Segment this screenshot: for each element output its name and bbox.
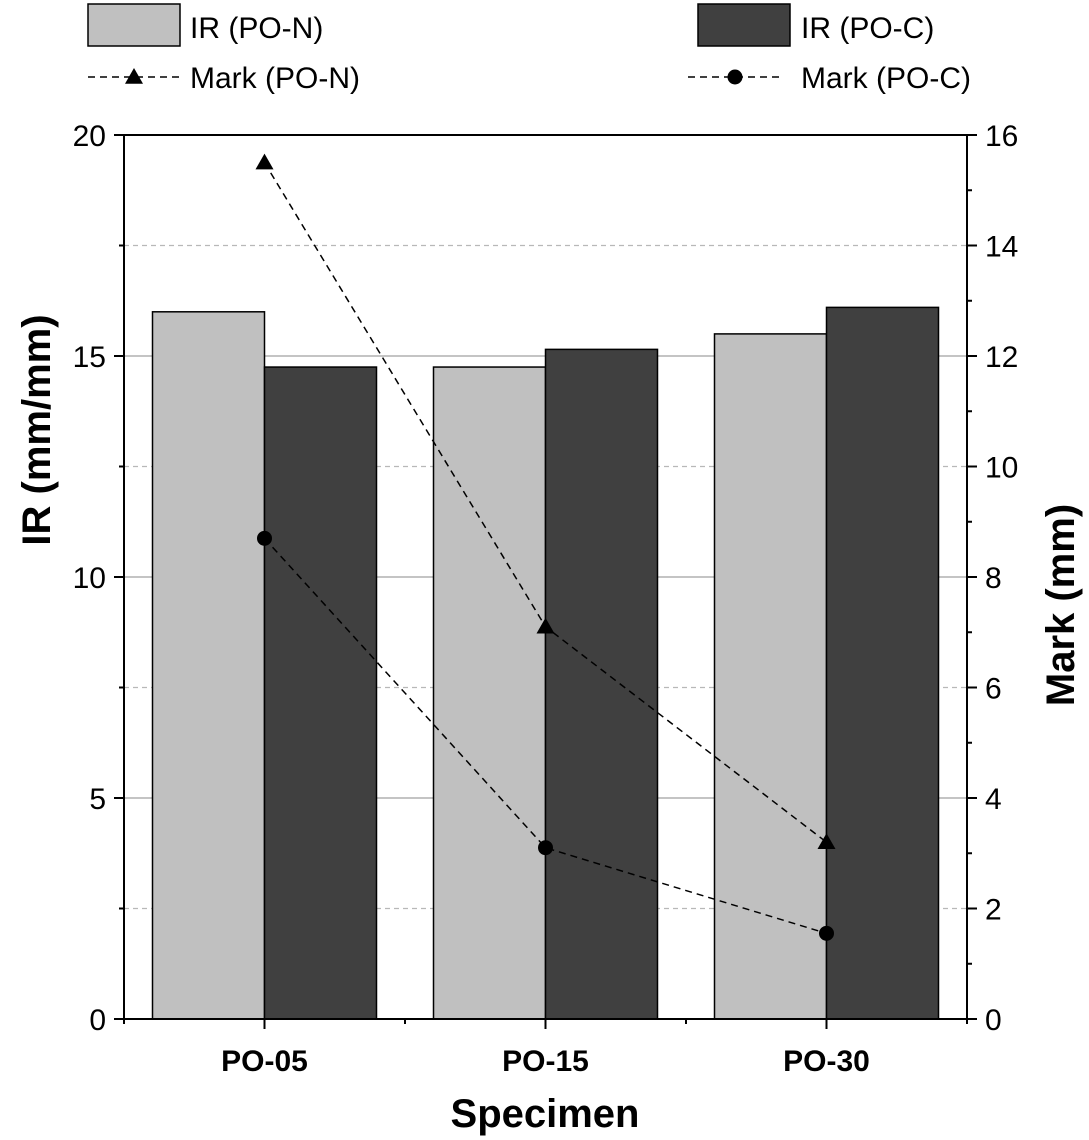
x-tick-label-po-15: PO-15: [502, 1045, 589, 1078]
axes: 0 5 10 15 20 0 2 4 6 8 10 12 14 16 PO-05 PO-15 PO-30: [73, 120, 1019, 1078]
legend-swatch-ir-po-n: [87, 3, 181, 47]
legend: IR (PO-N) IR (PO-C) Mark (PO-N) Mark (PO-C): [87, 3, 971, 95]
y-right-tick-label: 2: [985, 894, 1002, 927]
y-left-tick-label: 5: [89, 783, 106, 816]
y-right-tick-label: 0: [985, 1004, 1002, 1037]
y-right-tick-label: 16: [985, 120, 1018, 153]
bar-ir-po-c-po-30: [825, 306, 940, 1020]
bar-ir-po-n-po-15: [432, 366, 547, 1020]
y-left-tick-label: 0: [89, 1004, 106, 1037]
y-left-tick-label: 20: [73, 120, 106, 153]
bar-ir-po-c-po-15: [544, 348, 659, 1020]
bars: [151, 306, 940, 1020]
mark-lines: [255, 153, 836, 941]
y-left-tick-label: 15: [73, 341, 106, 374]
point-mark-po-n-po-05: [255, 153, 274, 170]
y-right-tick-label: 8: [985, 562, 1002, 595]
point-mark-po-c-po-15: [538, 840, 553, 856]
bar-ir-po-c-po-05: [263, 366, 378, 1020]
legend-marker-mark-po-c: [727, 69, 743, 85]
point-mark-po-n-po-30: [817, 833, 836, 849]
legend-label-mark-po-n: Mark (PO-N): [190, 62, 360, 95]
y-right-tick-label: 10: [985, 452, 1018, 485]
y-axis-right-title: Mark (mm): [1039, 504, 1083, 706]
point-mark-po-n-po-15: [536, 617, 555, 634]
y-axis-left-title: IR (mm/mm): [15, 314, 59, 545]
legend-label-ir-po-c: IR (PO-C): [801, 12, 934, 45]
legend-marker-mark-po-n: [125, 68, 143, 84]
x-axis-title: Specimen: [451, 1092, 640, 1136]
x-tick-label-po-05: PO-05: [221, 1045, 308, 1078]
bar-ir-po-n-po-05: [151, 311, 266, 1020]
legend-label-mark-po-c: Mark (PO-C): [801, 62, 971, 95]
x-tick-label-po-30: PO-30: [783, 1045, 870, 1078]
y-left-tick-label: 10: [73, 562, 106, 595]
point-mark-po-c-po-30: [819, 925, 834, 941]
point-mark-po-c-po-05: [257, 530, 272, 546]
y-right-tick-label: 14: [985, 231, 1018, 264]
line-mark-po-c: [263, 537, 827, 935]
y-right-tick-label: 4: [985, 783, 1002, 816]
legend-label-ir-po-n: IR (PO-N): [190, 12, 323, 45]
y-right-tick-label: 6: [985, 673, 1002, 706]
y-right-tick-label: 12: [985, 341, 1018, 374]
legend-swatch-ir-po-c: [697, 3, 791, 47]
